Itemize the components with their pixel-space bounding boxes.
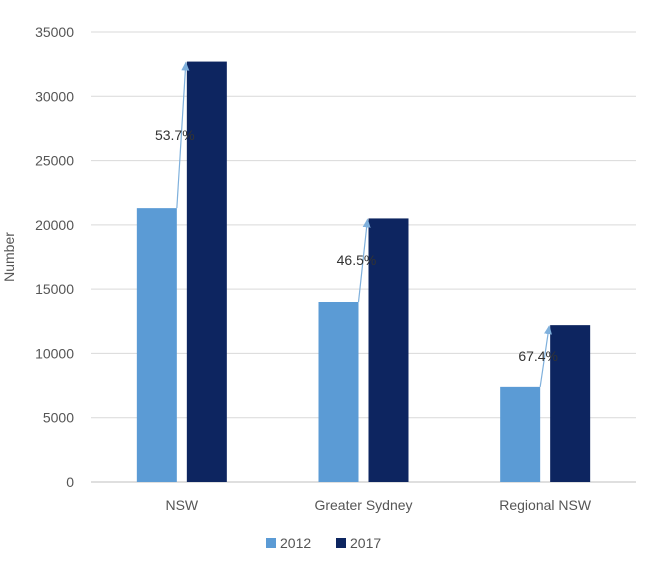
- y-tick-label: 35000: [35, 24, 74, 40]
- bar-2012: [136, 208, 177, 482]
- gridlines: [91, 31, 636, 483]
- y-tick-label: 15000: [35, 281, 74, 297]
- legend: 2012 2017: [266, 535, 381, 551]
- bar-2012: [318, 302, 359, 482]
- growth-arrow: [357, 218, 371, 303]
- y-tick-label: 5000: [43, 410, 74, 426]
- x-category-label: Greater Sydney: [314, 497, 412, 513]
- y-tick-label: 30000: [35, 88, 74, 104]
- legend-swatch-2012: [266, 538, 276, 548]
- legend-swatch-2017: [336, 538, 346, 548]
- x-axis-categories: NSW Greater Sydney Regional NSW: [165, 497, 591, 513]
- y-tick-label: 25000: [35, 153, 74, 169]
- bars: [136, 61, 591, 482]
- growth-percent-label: 46.5%: [337, 252, 377, 268]
- growth-arrows: 53.7% 46.5% 67.4%: [155, 61, 558, 387]
- y-tick-label: 10000: [35, 345, 74, 361]
- bar-2017: [186, 61, 227, 482]
- bar-2017: [368, 218, 409, 482]
- growth-arrow: [176, 61, 190, 209]
- growth-percent-label: 53.7%: [155, 127, 195, 143]
- y-tick-label: 20000: [35, 217, 74, 233]
- legend-label: 2017: [350, 535, 381, 551]
- y-axis-ticks: 0 5000 10000 15000 20000 25000 30000 35000: [35, 24, 74, 490]
- x-category-label: Regional NSW: [499, 497, 592, 513]
- bar-2017: [550, 325, 591, 482]
- bar-2012: [500, 386, 541, 482]
- x-category-label: NSW: [165, 497, 198, 513]
- y-tick-label: 0: [66, 474, 74, 490]
- growth-percent-label: 67.4%: [518, 348, 558, 364]
- legend-label: 2012: [280, 535, 311, 551]
- y-axis-title: Number: [1, 232, 17, 282]
- growth-arrow: [539, 325, 552, 387]
